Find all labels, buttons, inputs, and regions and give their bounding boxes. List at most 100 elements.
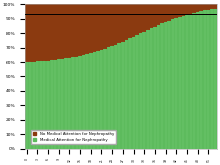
Bar bbox=[43, 4, 46, 61]
Bar bbox=[71, 57, 75, 149]
Bar bbox=[125, 40, 128, 149]
Bar bbox=[71, 4, 75, 57]
Bar bbox=[96, 4, 100, 51]
Bar bbox=[96, 51, 100, 149]
Bar bbox=[64, 4, 68, 58]
Bar bbox=[178, 4, 182, 17]
Bar bbox=[78, 4, 82, 56]
Bar bbox=[103, 4, 107, 49]
Bar bbox=[142, 32, 146, 149]
Bar bbox=[82, 55, 85, 149]
Legend: No Medical Attention for Nephropathy, Medical Attention for Nephropathy: No Medical Attention for Nephropathy, Me… bbox=[31, 130, 116, 144]
Bar bbox=[61, 59, 64, 149]
Bar bbox=[125, 4, 128, 40]
Bar bbox=[214, 9, 217, 149]
Bar bbox=[107, 4, 110, 47]
Bar bbox=[93, 52, 96, 149]
Bar bbox=[167, 4, 171, 21]
Bar bbox=[146, 30, 150, 149]
Bar bbox=[28, 62, 32, 149]
Bar bbox=[128, 38, 132, 149]
Bar bbox=[107, 47, 110, 149]
Bar bbox=[157, 25, 160, 149]
Bar bbox=[110, 46, 114, 149]
Bar bbox=[82, 4, 85, 55]
Bar bbox=[174, 4, 178, 18]
Bar bbox=[50, 60, 53, 149]
Bar bbox=[150, 28, 153, 149]
Bar bbox=[203, 10, 207, 149]
Bar bbox=[114, 4, 117, 45]
Bar bbox=[171, 4, 174, 19]
Bar bbox=[57, 4, 61, 59]
Bar bbox=[199, 4, 203, 11]
Bar bbox=[103, 49, 107, 149]
Bar bbox=[167, 21, 171, 149]
Bar bbox=[199, 11, 203, 149]
Bar bbox=[75, 4, 78, 57]
Bar bbox=[203, 4, 207, 10]
Bar bbox=[57, 59, 61, 149]
Bar bbox=[32, 62, 36, 149]
Bar bbox=[50, 4, 53, 60]
Bar bbox=[36, 4, 39, 61]
Bar bbox=[85, 54, 89, 149]
Bar bbox=[135, 4, 139, 35]
Bar bbox=[100, 50, 103, 149]
Bar bbox=[171, 19, 174, 149]
Bar bbox=[160, 4, 164, 23]
Bar bbox=[78, 56, 82, 149]
Bar bbox=[139, 4, 142, 33]
Bar bbox=[61, 4, 64, 59]
Bar bbox=[46, 4, 50, 61]
Bar bbox=[189, 14, 192, 149]
Bar bbox=[192, 13, 196, 149]
Bar bbox=[207, 10, 210, 149]
Bar bbox=[160, 23, 164, 149]
Bar bbox=[89, 53, 93, 149]
Bar bbox=[164, 22, 167, 149]
Bar bbox=[93, 4, 96, 52]
Bar bbox=[114, 45, 117, 149]
Bar bbox=[128, 4, 132, 38]
Bar bbox=[146, 4, 150, 30]
Bar bbox=[89, 4, 93, 53]
Bar bbox=[117, 43, 121, 149]
Bar bbox=[100, 4, 103, 50]
Bar bbox=[189, 4, 192, 14]
Bar bbox=[182, 16, 185, 149]
Bar bbox=[153, 4, 157, 27]
Bar bbox=[64, 58, 68, 149]
Bar bbox=[185, 15, 189, 149]
Bar bbox=[164, 4, 167, 22]
Bar bbox=[153, 27, 157, 149]
Bar bbox=[121, 42, 125, 149]
Bar bbox=[25, 4, 28, 62]
Bar bbox=[192, 4, 196, 13]
Bar bbox=[32, 4, 36, 62]
Bar bbox=[214, 4, 217, 9]
Bar bbox=[210, 9, 214, 149]
Bar bbox=[207, 4, 210, 10]
Bar bbox=[174, 18, 178, 149]
Bar bbox=[75, 57, 78, 149]
Bar bbox=[157, 4, 160, 25]
Bar bbox=[210, 4, 214, 9]
Bar bbox=[85, 4, 89, 54]
Bar bbox=[117, 4, 121, 43]
Bar bbox=[196, 4, 199, 12]
Bar bbox=[132, 37, 135, 149]
Bar bbox=[46, 61, 50, 149]
Bar bbox=[53, 60, 57, 149]
Bar bbox=[68, 58, 71, 149]
Bar bbox=[25, 62, 28, 149]
Bar bbox=[150, 4, 153, 28]
Bar bbox=[196, 12, 199, 149]
Bar bbox=[43, 61, 46, 149]
Bar bbox=[39, 61, 43, 149]
Bar bbox=[121, 4, 125, 42]
Bar bbox=[53, 4, 57, 60]
Bar bbox=[132, 4, 135, 37]
Bar bbox=[135, 35, 139, 149]
Bar bbox=[28, 4, 32, 62]
